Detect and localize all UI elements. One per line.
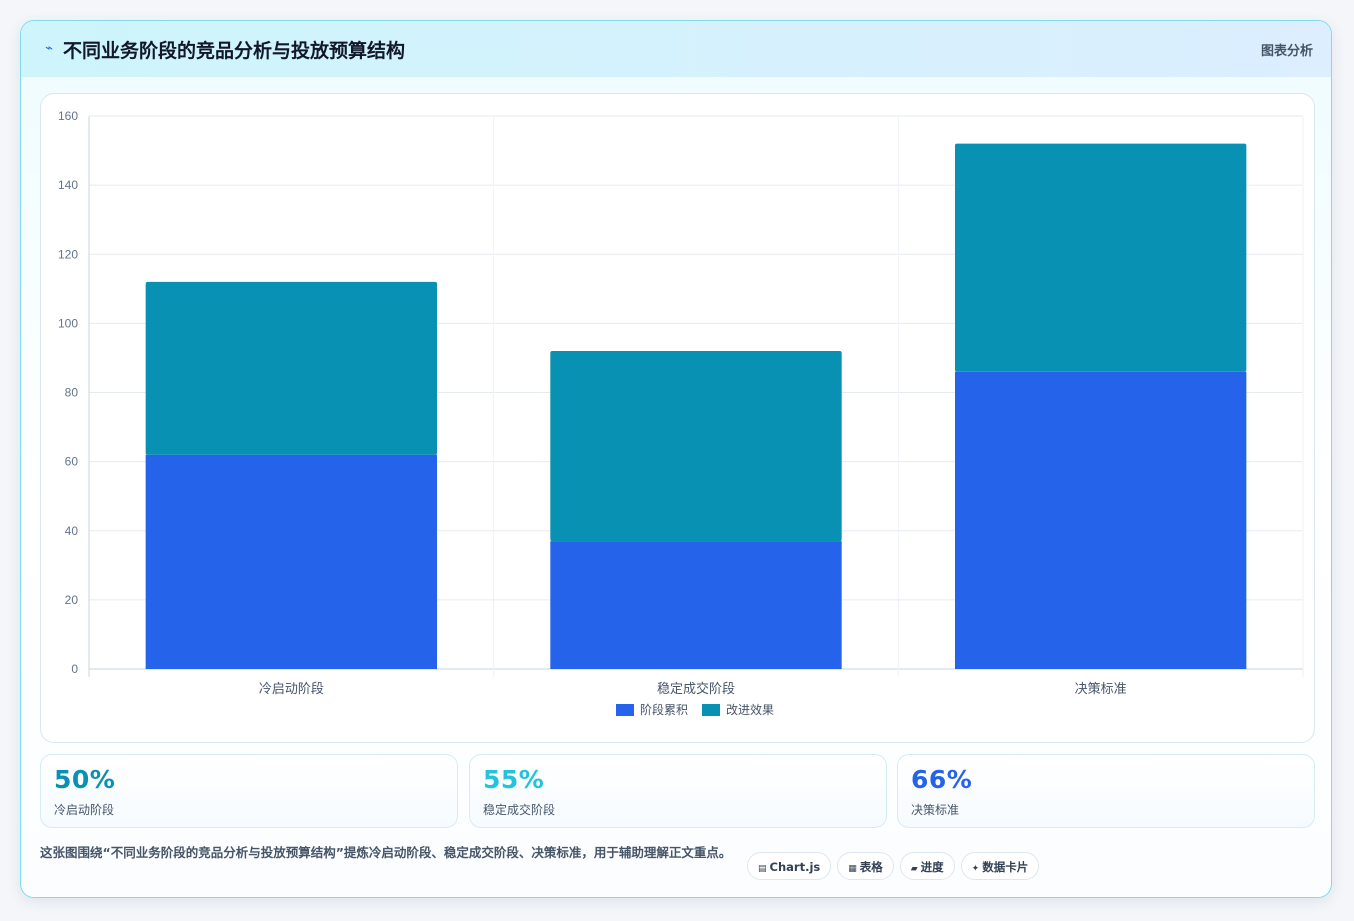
chip-table[interactable]: ▦ 表格 bbox=[837, 852, 894, 880]
x-category-label: 决策标准 bbox=[1075, 681, 1127, 697]
stat-value: 66% bbox=[911, 765, 973, 794]
chart-icon: ▤ bbox=[758, 864, 767, 874]
y-tick-label: 0 bbox=[71, 662, 78, 676]
chart-analysis-tag: 图表分析 bbox=[1260, 44, 1313, 59]
stat-card-stable-deal: 55% 稳定成交阶段 bbox=[469, 754, 887, 828]
bar-segment bbox=[550, 541, 842, 669]
progress-icon: ▰ bbox=[910, 864, 918, 874]
stat-value: 50% bbox=[54, 765, 116, 794]
x-category-label: 冷启动阶段 bbox=[259, 682, 324, 697]
stat-label: 决策标准 bbox=[911, 803, 960, 817]
bar-segment bbox=[954, 371, 1247, 669]
chart-description: 这张图围绕“不同业务阶段的竞品分析与投放预算结构”提炼冷启动阶段、稳定成交阶段、… bbox=[40, 845, 732, 860]
stat-label: 冷启动阶段 bbox=[54, 803, 115, 817]
table-icon: ▦ bbox=[848, 864, 857, 874]
chip-label: 数据卡片 bbox=[982, 860, 1029, 874]
chip-label: Chart.js bbox=[769, 860, 821, 874]
chip-label: 表格 bbox=[859, 860, 883, 874]
chip-chartjs[interactable]: ▤ Chart.js bbox=[747, 852, 832, 880]
stat-value: 55% bbox=[483, 765, 545, 794]
sparkle-icon: ✦ bbox=[971, 864, 980, 874]
legend-swatch bbox=[702, 704, 720, 716]
legend-swatch bbox=[616, 704, 634, 716]
chart-lightning-icon: ⌁ bbox=[45, 41, 53, 56]
y-tick-label: 100 bbox=[58, 316, 78, 330]
y-tick-label: 60 bbox=[65, 455, 79, 469]
bar-segment bbox=[550, 351, 842, 542]
x-category-label: 稳定成交阶段 bbox=[657, 681, 735, 697]
chip-data-card[interactable]: ✦ 数据卡片 bbox=[960, 852, 1040, 880]
y-tick-label: 80 bbox=[65, 386, 79, 400]
chip-label: 进度 bbox=[920, 860, 944, 874]
y-tick-label: 140 bbox=[58, 178, 78, 192]
stacked-bar-chart: 0 20 40 60 80 100 120 140 160 冷启动阶段 稳定成交阶段 决策标准阶段累积… bbox=[58, 109, 1304, 717]
stat-cards: 50% 冷启动阶段 55% 稳定成交阶段 66% 决策标准 bbox=[40, 754, 1316, 828]
stat-card-cold-start: 50% 冷启动阶段 bbox=[40, 754, 458, 828]
stat-card-decision: 66% 决策标准 bbox=[897, 754, 1315, 828]
y-tick-label: 40 bbox=[65, 524, 79, 538]
y-tick-label: 160 bbox=[58, 109, 78, 123]
feature-chips: ▤ Chart.js ▦ 表格 ▰ 进度 ✦ 数据卡片 bbox=[747, 852, 1045, 882]
legend-label: 阶段累积 bbox=[640, 702, 688, 717]
chip-progress[interactable]: ▰ 进度 bbox=[899, 852, 955, 880]
chart-card: ⌁ 不同业务阶段的竞品分析与投放预算结构 图表分析 0 20 40 60 80 100 12… bbox=[20, 20, 1332, 898]
y-tick-label: 120 bbox=[58, 247, 78, 261]
stat-label: 稳定成交阶段 bbox=[483, 803, 556, 817]
y-tick-label: 20 bbox=[65, 593, 79, 607]
legend-label: 改进效果 bbox=[726, 702, 774, 717]
bar-segment bbox=[145, 281, 438, 455]
chart-area: 0 20 40 60 80 100 120 140 160 冷启动阶段 稳定成交阶段 决策标准阶段累积… bbox=[40, 93, 1315, 743]
card-header: ⌁ 不同业务阶段的竞品分析与投放预算结构 图表分析 bbox=[21, 21, 1331, 77]
bar-segment bbox=[954, 143, 1247, 372]
bar-segment bbox=[145, 454, 438, 669]
chart-title: 不同业务阶段的竞品分析与投放预算结构 bbox=[63, 40, 406, 62]
